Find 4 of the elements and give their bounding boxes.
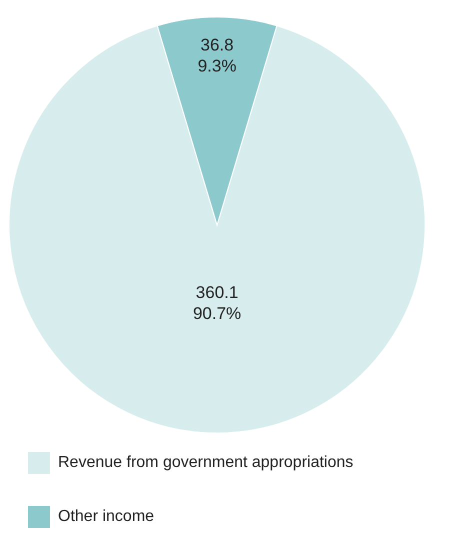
slice-label: Revenue from government appropriations: [58, 454, 354, 472]
data-label: 360.1 90.7%: [192, 282, 242, 322]
legend-label: Other income: [58, 508, 154, 526]
data-label: 36.8 9.3%: [198, 34, 236, 75]
